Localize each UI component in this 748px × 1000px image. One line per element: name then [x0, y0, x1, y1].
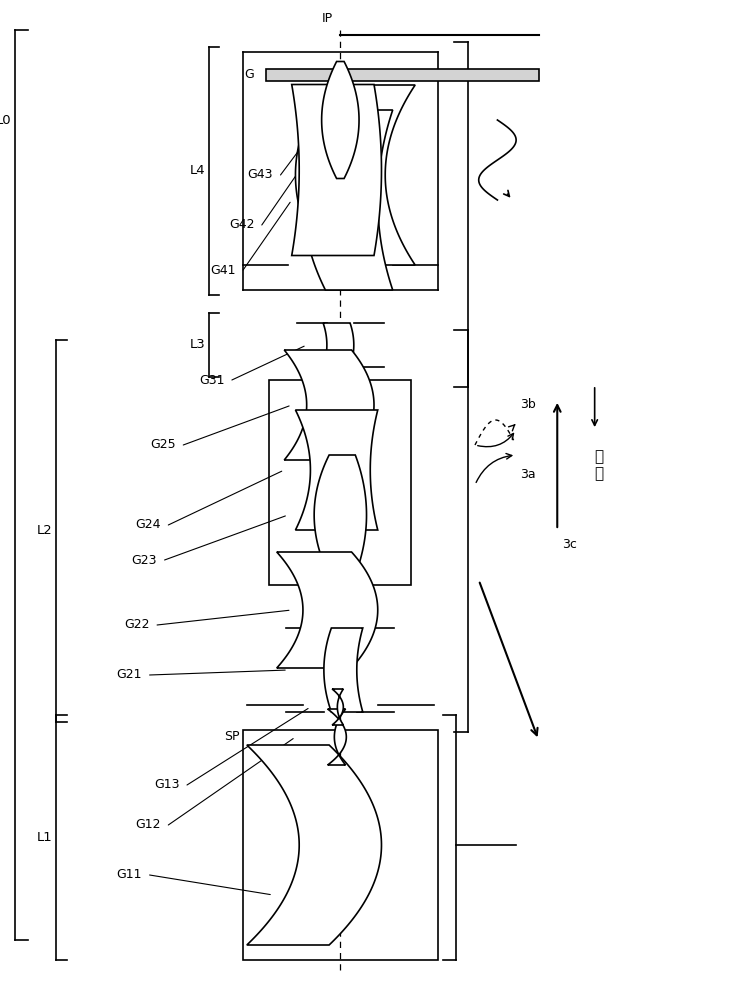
Polygon shape	[324, 628, 363, 712]
Text: 3c: 3c	[562, 538, 577, 552]
Text: L1: L1	[37, 831, 52, 844]
Text: G25: G25	[150, 438, 176, 452]
Text: G24: G24	[135, 518, 161, 532]
Text: 3a: 3a	[520, 468, 536, 482]
Bar	[269, 380, 411, 585]
Polygon shape	[247, 745, 381, 945]
Text: SP: SP	[224, 730, 239, 743]
Text: L2: L2	[37, 524, 52, 538]
Bar	[243, 730, 438, 960]
Text: G11: G11	[117, 868, 142, 882]
Polygon shape	[277, 552, 378, 668]
Text: G42: G42	[229, 219, 254, 232]
Text: G23: G23	[132, 554, 157, 566]
Polygon shape	[295, 85, 415, 265]
Text: G21: G21	[117, 668, 142, 682]
Text: G22: G22	[124, 618, 150, 632]
Polygon shape	[332, 689, 343, 725]
Polygon shape	[322, 62, 359, 178]
Bar	[266, 69, 539, 81]
Text: G43: G43	[248, 168, 273, 182]
Text: L4: L4	[190, 164, 206, 177]
Text: G41: G41	[210, 263, 236, 276]
Polygon shape	[292, 85, 381, 256]
Text: 聚
焦: 聚 焦	[594, 449, 603, 481]
Text: 3b: 3b	[520, 398, 536, 412]
Text: G13: G13	[154, 778, 180, 792]
Polygon shape	[303, 110, 393, 290]
Polygon shape	[295, 410, 378, 530]
Text: L0: L0	[0, 113, 11, 126]
Text: G12: G12	[135, 818, 161, 832]
Text: L3: L3	[190, 338, 206, 352]
Polygon shape	[314, 455, 367, 575]
Polygon shape	[323, 323, 354, 367]
Polygon shape	[328, 709, 346, 765]
Polygon shape	[284, 350, 374, 460]
Text: G: G	[245, 68, 254, 82]
Text: IP: IP	[322, 12, 333, 25]
Text: G31: G31	[199, 373, 224, 386]
